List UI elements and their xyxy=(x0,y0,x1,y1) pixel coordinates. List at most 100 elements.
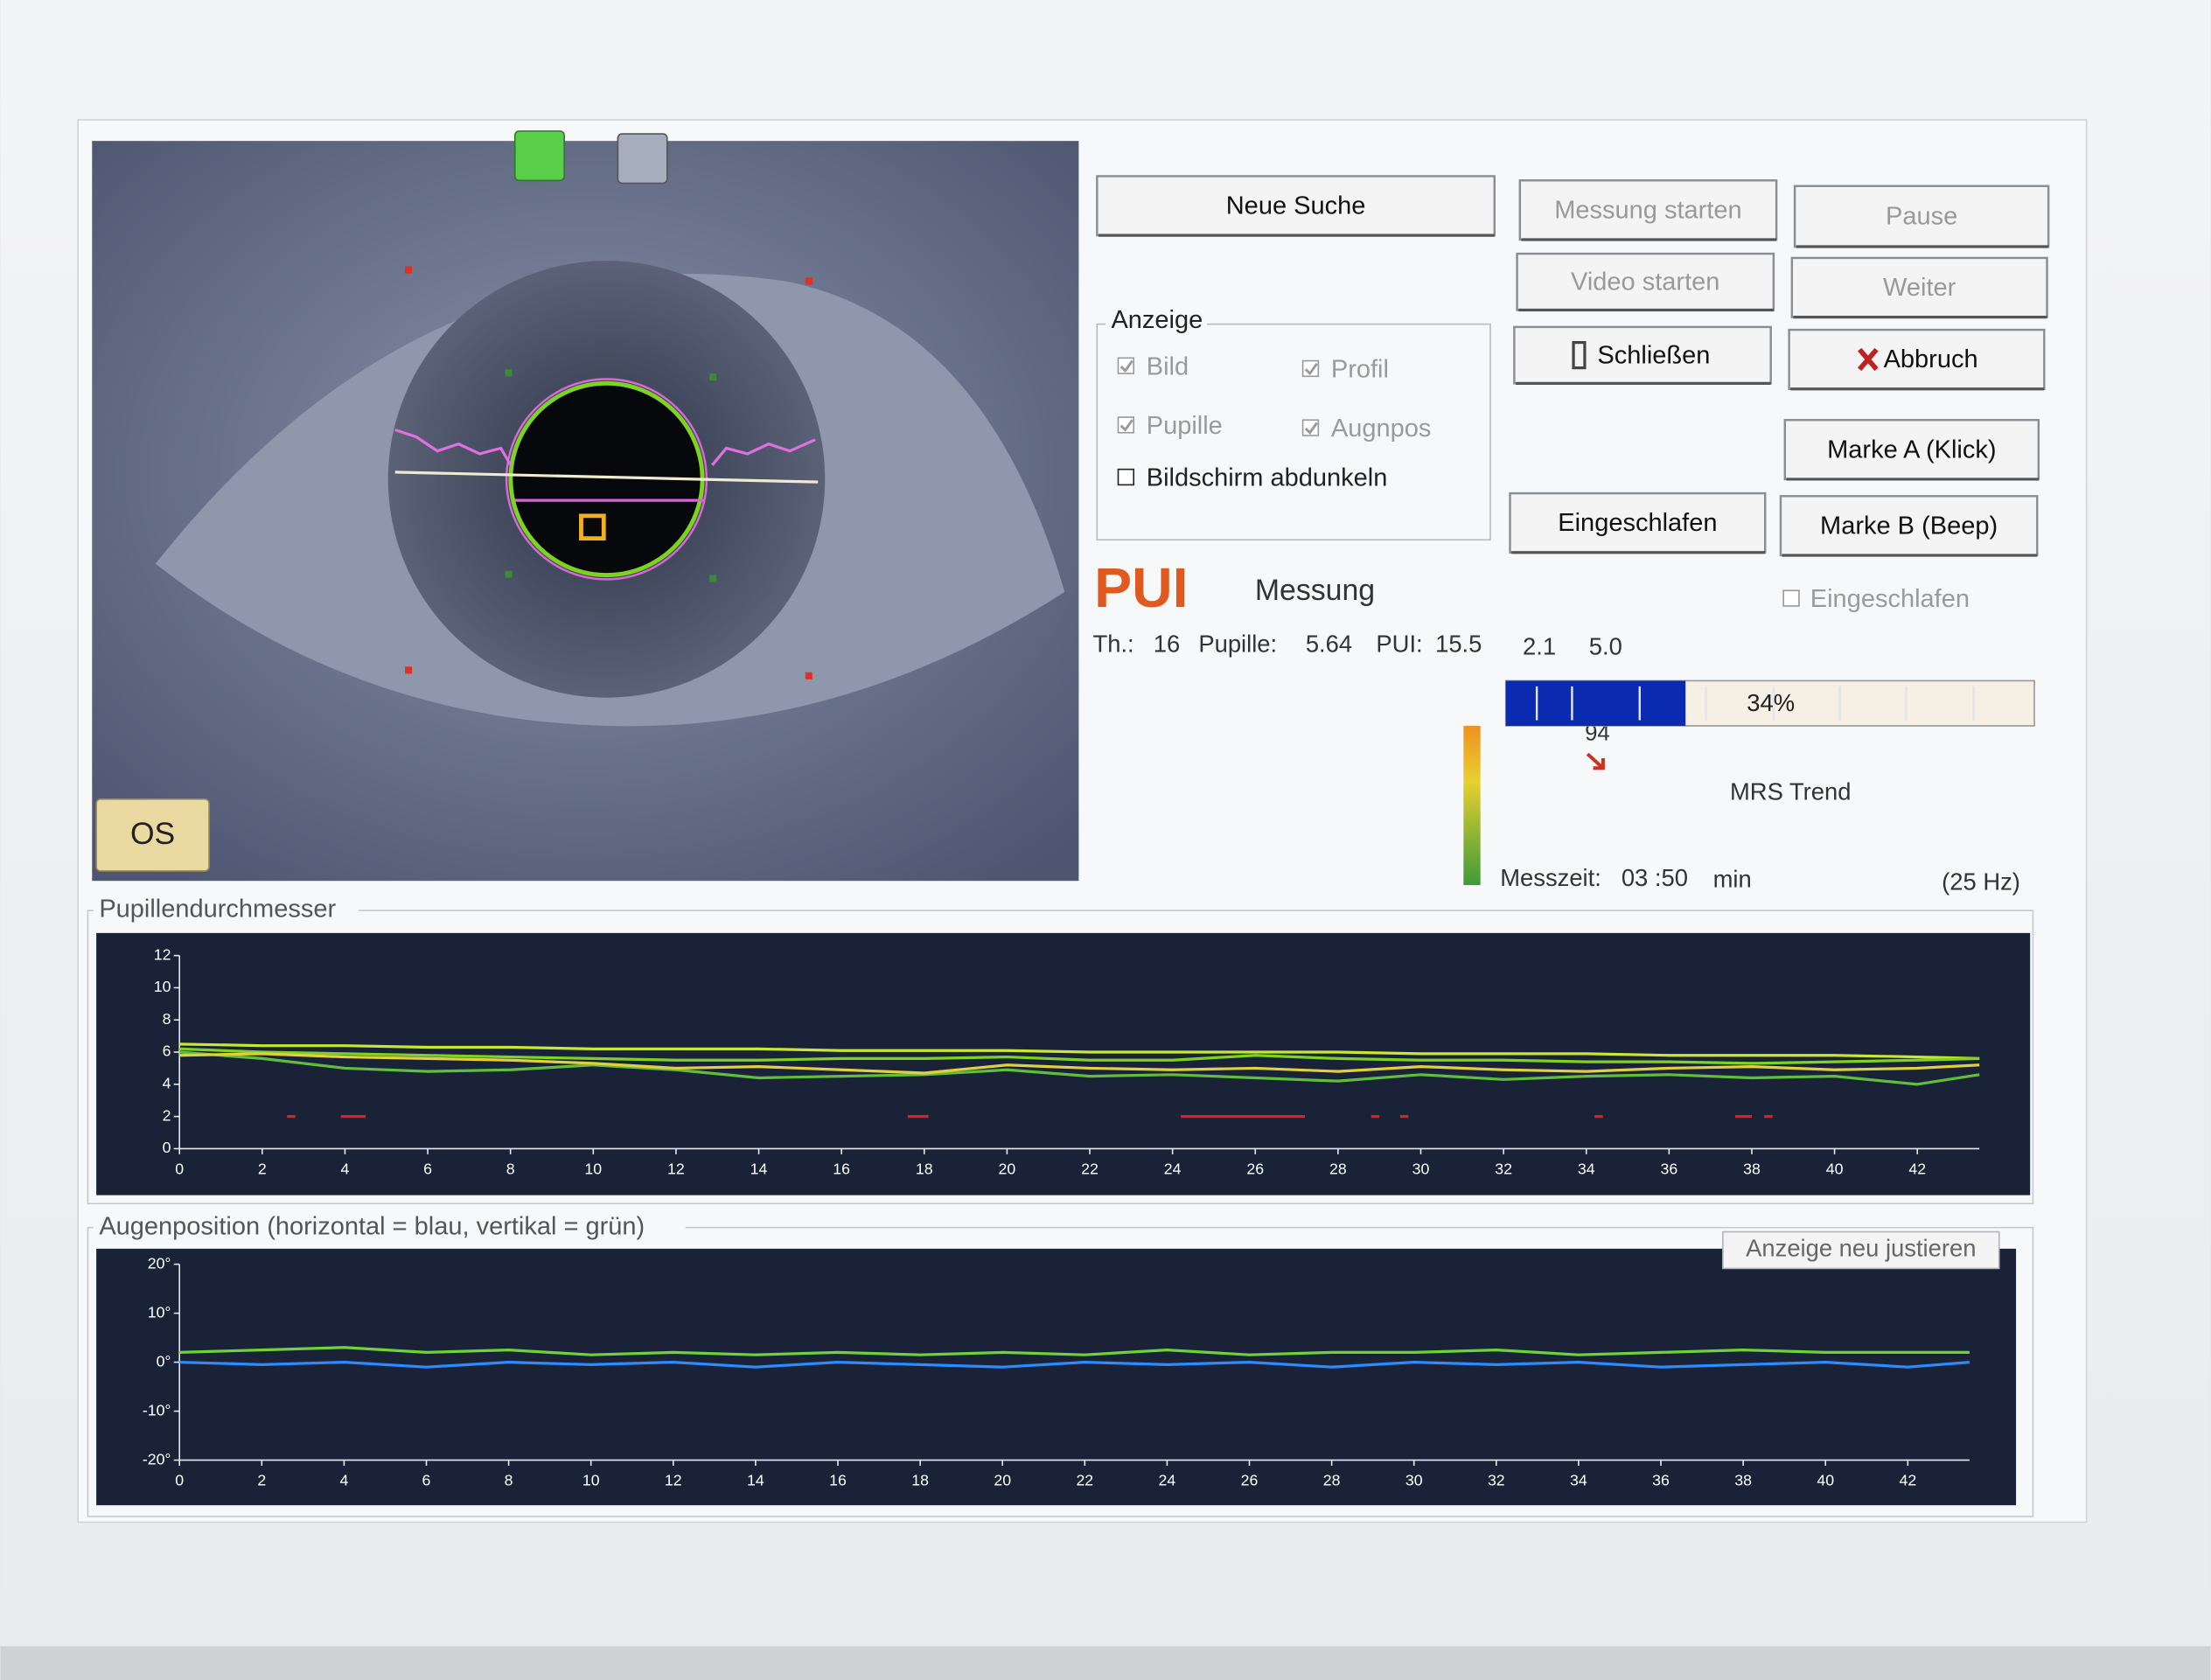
button-label: Messung starten xyxy=(1554,196,1741,224)
checkbox[interactable] xyxy=(1782,589,1800,607)
y-tick-label: 10° xyxy=(148,1303,171,1321)
x-tick-label: 14 xyxy=(747,1471,764,1488)
button-label: Abbruch xyxy=(1884,345,1978,373)
button-label: Eingeschlafen xyxy=(1558,509,1717,537)
data-line xyxy=(179,1052,1980,1075)
x-tick-label: 42 xyxy=(1908,1160,1926,1177)
button-label: Marke B (Beep) xyxy=(1820,512,1998,540)
checkbox[interactable] xyxy=(1301,419,1320,436)
data-line xyxy=(179,1346,1970,1356)
status-indicator xyxy=(513,130,565,182)
checkbox[interactable] xyxy=(1117,357,1135,374)
x-tick-label: 4 xyxy=(339,1471,348,1488)
chart-frame xyxy=(87,910,2034,1205)
checkbox[interactable] xyxy=(1117,468,1135,486)
group-title: Anzeige xyxy=(1111,306,1203,334)
mrs-bar-fill xyxy=(1505,680,1686,726)
button[interactable] xyxy=(1513,325,1772,385)
x-tick-label: 8 xyxy=(506,1160,515,1177)
button-label: Weiter xyxy=(1883,274,1956,302)
button[interactable] xyxy=(1096,175,1496,237)
color-scale xyxy=(1463,725,1481,886)
x-tick-label: 18 xyxy=(911,1471,929,1488)
x-tick-label: 24 xyxy=(1159,1471,1176,1488)
button[interactable] xyxy=(1518,179,1778,241)
checkbox-label: Bildschirm abdunkeln xyxy=(1147,464,1388,492)
button[interactable] xyxy=(1788,328,2046,391)
x-tick-label: 30 xyxy=(1405,1471,1423,1488)
x-tick-label: 22 xyxy=(1076,1471,1093,1488)
readout-value: 16 xyxy=(1154,630,1180,657)
y-tick-label: 10 xyxy=(154,978,171,995)
checkbox[interactable] xyxy=(1301,359,1320,378)
readout-label: PUI: xyxy=(1376,630,1422,657)
y-tick-label: -10° xyxy=(143,1401,171,1419)
x-tick-label: 26 xyxy=(1246,1160,1264,1177)
chart-title: Augenposition (horizontal = blau, vertik… xyxy=(99,1212,645,1240)
readout-value: 2.1 xyxy=(1523,633,1556,660)
x-tick-label: 24 xyxy=(1164,1160,1182,1177)
pui-title: PUI xyxy=(1094,556,1188,619)
x-tick-label: 6 xyxy=(423,1160,432,1177)
x-tick-label: 20 xyxy=(994,1471,1011,1488)
y-tick-label: 0° xyxy=(157,1352,171,1370)
x-tick-label: 18 xyxy=(916,1160,933,1177)
y-tick-label: 4 xyxy=(163,1075,171,1092)
button-label: Schließen xyxy=(1597,341,1710,369)
x-tick-label: 38 xyxy=(1734,1471,1752,1488)
adjust-button[interactable] xyxy=(1722,1230,2000,1270)
time-unit: min xyxy=(1713,865,1752,892)
display-group xyxy=(1096,323,1491,541)
y-tick-label: 20° xyxy=(148,1254,171,1272)
chart-panel xyxy=(96,1248,2017,1506)
checkbox-label: Bild xyxy=(1147,352,1189,380)
checkbox-label: Eingeschlafen xyxy=(1810,585,1970,613)
cancel-icon xyxy=(1858,347,1879,372)
x-tick-label: 28 xyxy=(1329,1160,1347,1177)
x-tick-label: 36 xyxy=(1660,1160,1677,1177)
trend-arrow xyxy=(1586,752,1605,770)
checkbox-label: Augnpos xyxy=(1331,415,1432,443)
x-tick-label: 40 xyxy=(1817,1471,1834,1488)
data-line xyxy=(179,1360,1970,1369)
x-tick-label: 14 xyxy=(750,1160,768,1177)
x-tick-label: 30 xyxy=(1412,1160,1430,1177)
chart-title-bg xyxy=(93,895,359,926)
x-tick-label: 2 xyxy=(257,1471,266,1488)
x-tick-label: 10 xyxy=(584,1160,602,1177)
button[interactable] xyxy=(1509,491,1767,554)
x-tick-label: 4 xyxy=(341,1160,350,1177)
y-tick-label: -20° xyxy=(143,1450,171,1467)
checkbox-check xyxy=(1119,359,1133,373)
button-label: Pause xyxy=(1886,203,1957,231)
checkbox[interactable] xyxy=(1117,416,1135,434)
y-tick-label: 12 xyxy=(154,945,171,963)
mrs-trend-label: MRS Trend xyxy=(1730,778,1851,805)
eye-side-button[interactable] xyxy=(95,798,210,872)
readout-value: 5.64 xyxy=(1306,630,1352,657)
x-tick-label: 42 xyxy=(1899,1471,1916,1488)
checkbox-check xyxy=(1304,422,1318,435)
x-tick-label: 8 xyxy=(505,1471,513,1488)
x-tick-label: 38 xyxy=(1743,1160,1761,1177)
x-tick-label: 32 xyxy=(1488,1471,1505,1488)
x-tick-label: 16 xyxy=(829,1471,847,1488)
door-icon xyxy=(1572,341,1587,370)
x-tick-label: 12 xyxy=(667,1160,685,1177)
button-label: Marke A (Klick) xyxy=(1827,436,1996,464)
data-line xyxy=(179,1047,1980,1065)
checkbox-label: Profil xyxy=(1331,356,1389,384)
x-tick-label: 2 xyxy=(258,1160,267,1177)
eye-image xyxy=(92,141,1079,882)
chart-title-bg xyxy=(93,1211,686,1244)
x-tick-label: 28 xyxy=(1323,1471,1341,1488)
screen-edge xyxy=(0,1646,2211,1680)
data-line xyxy=(179,1042,1980,1061)
checkbox-label: Pupille xyxy=(1147,412,1223,440)
readout-value: 5.0 xyxy=(1589,633,1622,660)
button-label: Video starten xyxy=(1571,268,1719,296)
time-label: Messzeit: xyxy=(1500,864,1601,891)
x-tick-label: 40 xyxy=(1826,1160,1844,1177)
